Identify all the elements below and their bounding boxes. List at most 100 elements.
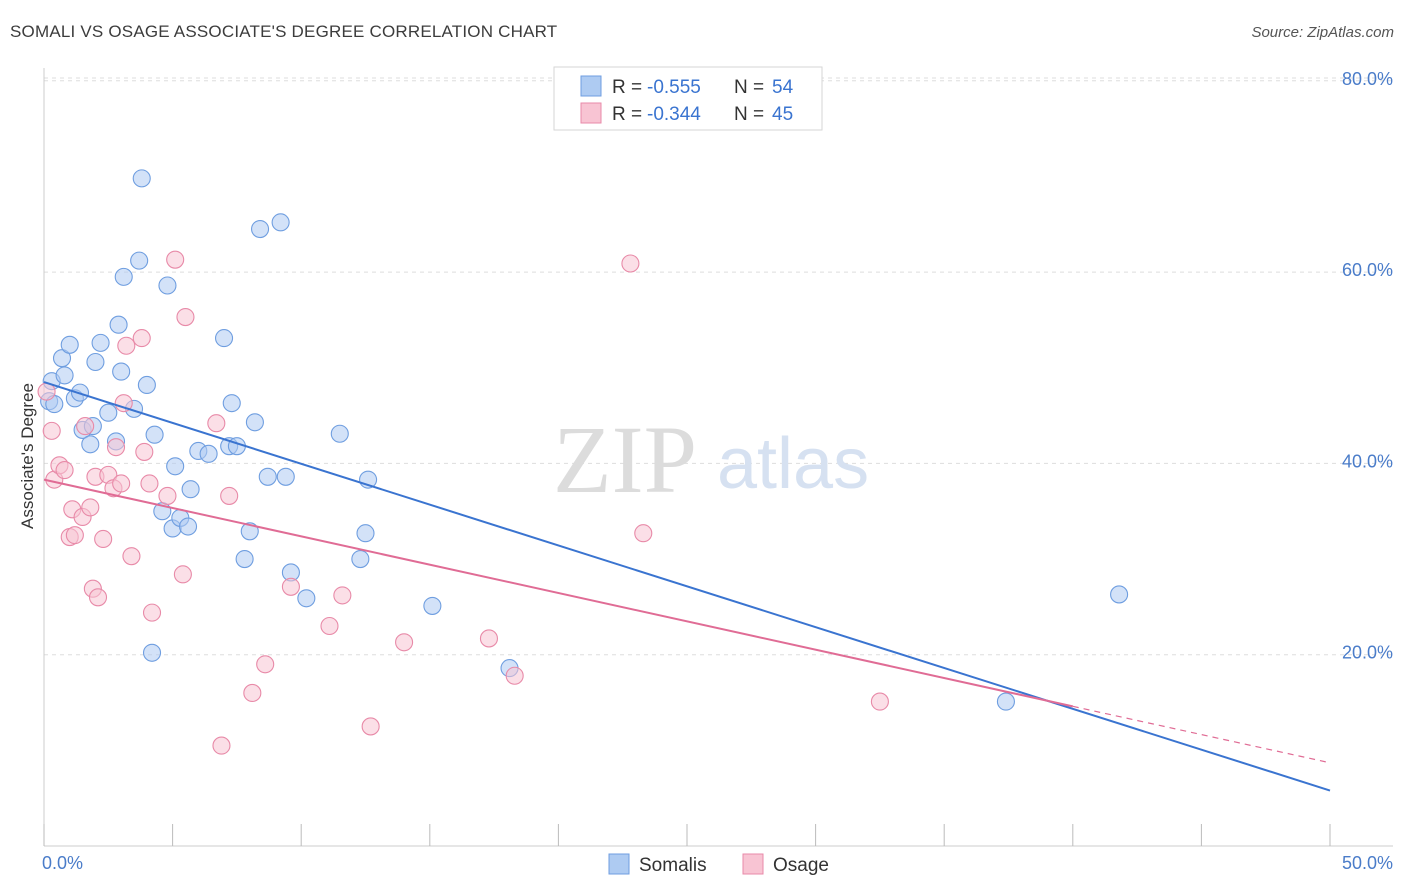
legend-bottom: Somalis Osage (608, 853, 829, 876)
watermark-zip: ZIP (553, 406, 697, 513)
point-somalis-16 (112, 362, 131, 381)
point-somalis-15 (109, 315, 128, 334)
y-tick-label-20: 20.0% (1342, 643, 1393, 663)
point-osage-13 (88, 588, 108, 607)
point-somalis-47 (351, 549, 370, 569)
axes (43, 68, 1393, 847)
point-somalis-21 (137, 375, 156, 395)
legend-n-value-osage: 45 (772, 104, 793, 125)
legend-bottom-label-osage: Osage (773, 855, 829, 876)
point-osage-24 (140, 474, 159, 493)
data-points (37, 169, 1129, 755)
legend-r-value-osage: -0.344 (647, 104, 701, 125)
point-somalis-17 (114, 267, 133, 286)
point-osage-34 (256, 655, 275, 674)
point-somalis-11 (86, 352, 105, 372)
point-somalis-52 (996, 692, 1015, 711)
point-osage-41 (505, 666, 524, 685)
x-tick-label-min: 0.0% (42, 853, 83, 873)
point-somalis-43 (276, 467, 295, 486)
point-somalis-19 (130, 251, 149, 270)
point-osage-23 (135, 442, 154, 461)
trend-line-extension-osage (1072, 705, 1331, 764)
point-osage-37 (333, 586, 352, 605)
point-osage-36 (320, 616, 339, 636)
point-somalis-33 (214, 329, 234, 348)
point-osage-10 (81, 498, 100, 517)
point-somalis-38 (240, 522, 259, 541)
point-somalis-3 (52, 349, 72, 368)
point-somalis-9 (81, 435, 100, 454)
point-osage-4 (55, 461, 74, 480)
chart-title: SOMALI VS OSAGE ASSOCIATE'S DEGREE CORRE… (10, 22, 558, 41)
point-somalis-50 (423, 596, 442, 615)
point-somalis-4 (55, 366, 74, 385)
legend-r-label-osage: R = (612, 104, 642, 125)
x-tick-label-max: 50.0% (1342, 853, 1393, 873)
point-somalis-39 (245, 413, 264, 432)
point-somalis-25 (158, 276, 177, 295)
point-somalis-37 (235, 549, 254, 569)
point-osage-38 (361, 717, 380, 736)
legend-swatch-somalis (580, 75, 602, 97)
point-somalis-48 (356, 524, 375, 543)
watermark-atlas: atlas (717, 424, 869, 504)
point-osage-27 (166, 250, 185, 269)
point-osage-20 (117, 336, 136, 355)
point-osage-33 (243, 683, 262, 703)
watermark: ZIP atlas (553, 406, 869, 513)
point-osage-28 (173, 565, 192, 584)
point-osage-9 (76, 417, 95, 436)
legend-swatch-osage (580, 102, 602, 124)
point-osage-30 (207, 414, 226, 433)
point-somalis-42 (271, 213, 290, 232)
point-osage-7 (65, 526, 84, 545)
legend-r-label-somalis: R = (612, 77, 642, 98)
point-osage-1 (42, 421, 61, 440)
legend-n-label-osage: N = (734, 104, 764, 125)
legend-bottom-swatch-osage (742, 853, 764, 875)
point-osage-22 (132, 329, 151, 348)
point-somalis-30 (181, 480, 200, 499)
legend-n-label-somalis: N = (734, 77, 764, 98)
legend-bottom-swatch-somalis (608, 853, 630, 875)
point-osage-29 (176, 308, 195, 327)
point-osage-26 (158, 486, 177, 505)
point-osage-44 (870, 692, 889, 711)
point-somalis-53 (1110, 585, 1129, 604)
point-osage-40 (479, 629, 499, 648)
point-somalis-45 (297, 589, 316, 608)
legend-top: R = -0.555 N = 54 R = -0.344 N = 45 (553, 66, 823, 131)
point-osage-43 (634, 524, 653, 543)
point-osage-14 (94, 529, 113, 549)
y-tick-labels: 20.0% 40.0% 60.0% 80.0% (1342, 69, 1393, 663)
point-somalis-5 (60, 335, 79, 354)
point-somalis-23 (145, 425, 164, 444)
point-somalis-13 (99, 403, 118, 422)
point-osage-21 (122, 547, 141, 566)
y-tick-label-80: 80.0% (1342, 69, 1393, 89)
trend-line-somalis (43, 381, 1331, 792)
point-osage-25 (142, 603, 162, 622)
y-tick-label-60: 60.0% (1342, 260, 1393, 280)
gridlines (44, 77, 1393, 656)
trend-line-osage (43, 478, 1074, 708)
point-somalis-46 (330, 424, 349, 443)
point-osage-32 (220, 486, 239, 505)
point-somalis-32 (199, 444, 218, 463)
y-tick-label-40: 40.0% (1342, 451, 1393, 471)
trend-lines (43, 381, 1331, 792)
point-osage-18 (112, 474, 131, 493)
legend-bottom-label-somalis: Somalis (639, 855, 707, 876)
point-somalis-41 (258, 467, 277, 486)
point-somalis-29 (178, 517, 198, 536)
point-osage-39 (395, 633, 414, 652)
legend-n-value-somalis: 54 (772, 77, 794, 98)
point-somalis-27 (166, 457, 185, 476)
point-somalis-12 (91, 333, 110, 352)
point-osage-19 (114, 394, 133, 413)
point-osage-42 (621, 254, 640, 273)
legend-r-value-somalis: -0.555 (647, 77, 701, 98)
point-osage-31 (212, 736, 231, 755)
source-note: Source: ZipAtlas.com (1251, 24, 1394, 41)
